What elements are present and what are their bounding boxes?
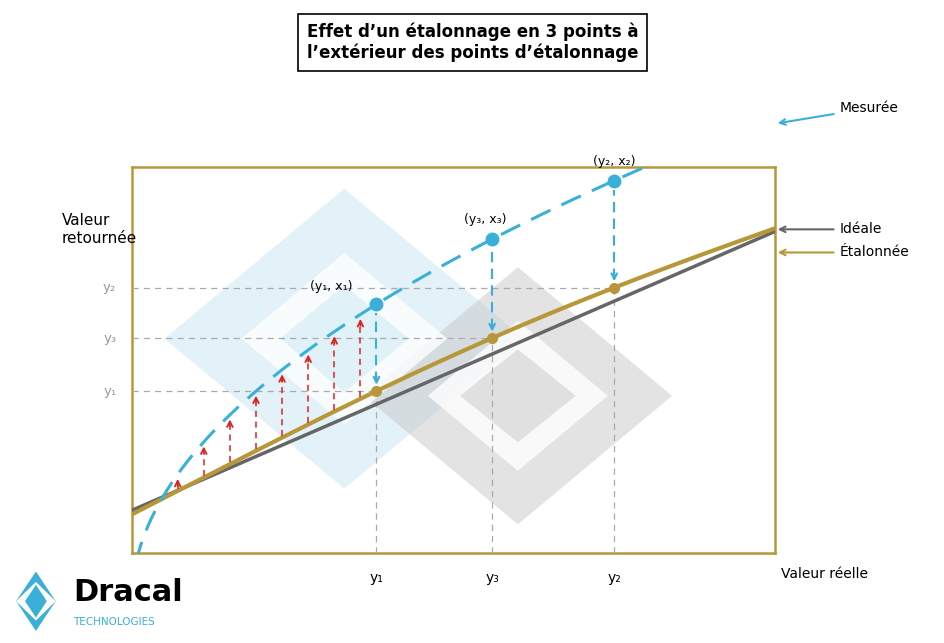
Polygon shape [16, 582, 56, 620]
Polygon shape [428, 321, 607, 471]
Text: Valeur réelle: Valeur réelle [781, 567, 868, 581]
Text: TECHNOLOGIES: TECHNOLOGIES [73, 617, 155, 628]
Polygon shape [279, 285, 408, 392]
Text: Mesurée: Mesurée [779, 102, 897, 125]
Text: y₂: y₂ [607, 571, 620, 585]
Text: Étalonnée: Étalonnée [779, 246, 908, 260]
Text: Effet d’un étalonnage en 3 points à
l’extérieur des points d’étalonnage: Effet d’un étalonnage en 3 points à l’ex… [307, 23, 637, 62]
Text: y₃: y₃ [484, 571, 498, 585]
Polygon shape [164, 188, 524, 489]
Text: Idéale: Idéale [779, 222, 881, 237]
Text: Valeur
retournée: Valeur retournée [61, 213, 137, 246]
Polygon shape [242, 253, 447, 424]
Polygon shape [460, 349, 575, 442]
Polygon shape [25, 585, 47, 617]
Text: Dracal: Dracal [73, 578, 182, 607]
Text: (y₂, x₂): (y₂, x₂) [593, 154, 634, 168]
Text: (y₃, x₃): (y₃, x₃) [464, 213, 506, 226]
Polygon shape [16, 572, 56, 631]
Text: y₃: y₃ [103, 332, 116, 345]
Text: y₂: y₂ [103, 281, 116, 294]
Polygon shape [363, 267, 671, 525]
Text: y₁: y₁ [369, 571, 383, 585]
Text: (y₁, x₁): (y₁, x₁) [310, 280, 352, 293]
Text: y₁: y₁ [103, 385, 116, 397]
